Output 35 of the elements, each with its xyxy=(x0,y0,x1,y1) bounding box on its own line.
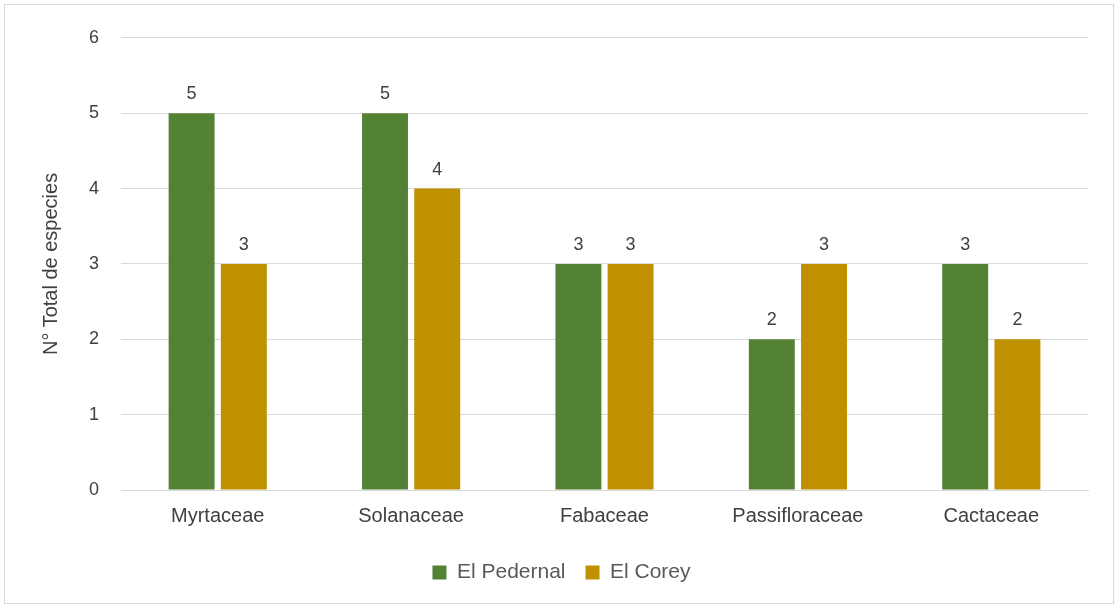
bar xyxy=(994,339,1041,490)
legend-label: El Pedernal xyxy=(456,559,566,583)
x-tick-label: Solanaceae xyxy=(358,503,464,526)
bar xyxy=(168,113,215,490)
data-label: 3 xyxy=(625,233,636,254)
y-tick-label: 2 xyxy=(89,328,100,349)
y-tick-label: 1 xyxy=(89,403,100,424)
x-tick-label: Fabaceae xyxy=(560,503,649,526)
x-tick-label: Passifloraceae xyxy=(732,503,864,526)
y-tick-label: 6 xyxy=(89,26,100,47)
y-axis-title: N° Total de especies xyxy=(38,172,61,355)
data-label: 5 xyxy=(379,83,391,104)
data-label: 3 xyxy=(238,233,249,254)
data-label: 3 xyxy=(819,233,830,254)
bar xyxy=(801,263,847,490)
bar xyxy=(220,263,267,490)
data-label: 2 xyxy=(1012,309,1023,330)
bar xyxy=(748,339,795,490)
data-label: 5 xyxy=(186,83,197,104)
data-label: 4 xyxy=(432,158,443,179)
bar xyxy=(607,263,654,490)
bar xyxy=(942,263,989,490)
y-tick-label: 0 xyxy=(89,478,100,499)
x-tick-label: Myrtaceae xyxy=(171,503,265,526)
y-tick-label: 4 xyxy=(89,177,100,198)
data-label: 3 xyxy=(573,233,584,254)
y-tick-label: 5 xyxy=(89,102,100,123)
legend-label: El Corey xyxy=(610,559,692,583)
bar xyxy=(414,188,461,490)
bar xyxy=(555,263,602,490)
data-label: 3 xyxy=(960,233,971,254)
data-label: 2 xyxy=(766,309,777,330)
x-tick-label: Cactaceae xyxy=(943,503,1040,526)
y-tick-label: 3 xyxy=(89,252,100,273)
bar xyxy=(362,113,408,490)
